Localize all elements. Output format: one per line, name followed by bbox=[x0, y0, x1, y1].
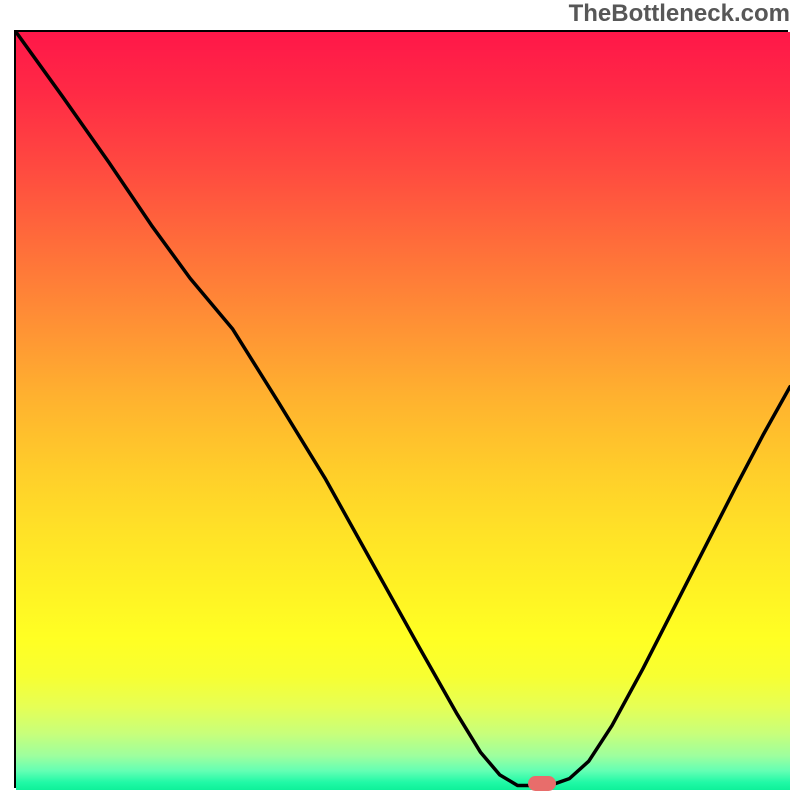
plot-area bbox=[14, 30, 788, 788]
optimum-marker bbox=[528, 776, 556, 791]
gradient-background bbox=[16, 32, 790, 790]
watermark-text: TheBottleneck.com bbox=[569, 0, 790, 28]
bottleneck-chart: TheBottleneck.com bbox=[0, 0, 800, 800]
